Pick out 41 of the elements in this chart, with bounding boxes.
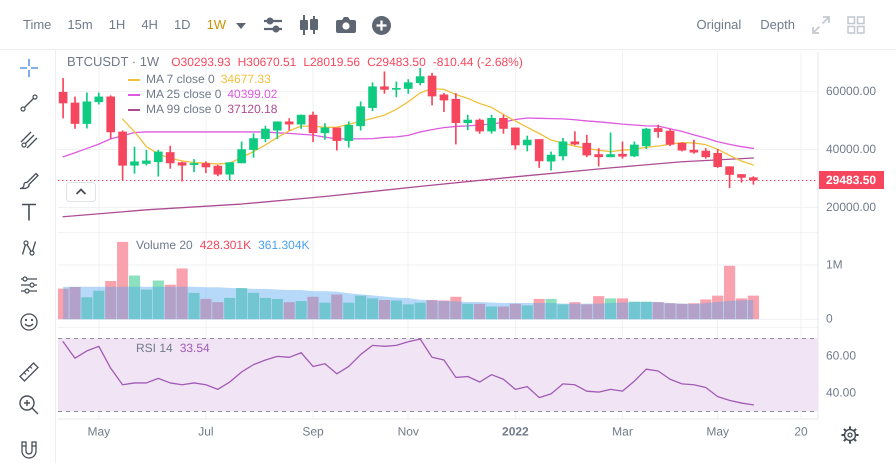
text: Original [696, 16, 742, 34]
annotation: C29483.50 [367, 55, 426, 70]
legend-label: MA 99 close 0 [146, 102, 222, 117]
legend-label: MA 25 close 0 [146, 87, 222, 102]
annotation: 428.301K [200, 238, 252, 253]
annotation: -810.44 (-2.68%) [432, 55, 523, 70]
legend-label: MA 7 close 0 [146, 72, 215, 87]
x-tick-label: May [87, 424, 110, 439]
y-tick-label: 0 [826, 312, 833, 326]
annotation: H30670.51 [238, 55, 296, 70]
x-tick-label: Nov [398, 424, 419, 439]
y-tick-label: 60000.00 [826, 84, 876, 98]
x-tick-label: Mar [612, 424, 633, 439]
x-tick-label: Jul [198, 424, 214, 439]
text: Time [23, 16, 52, 34]
text: 15m [67, 16, 93, 34]
annotation: 40399.02 [227, 87, 278, 102]
text: Depth [760, 16, 795, 34]
x-tick-label: 2022 [502, 424, 530, 439]
y-tick-label: 60.00 [826, 348, 856, 363]
x-tick-label: Sep [302, 424, 324, 439]
text: 1H [108, 16, 126, 34]
annotation: 33.54 [180, 341, 210, 356]
chart-title: BTCUSDT · 1W [67, 54, 160, 69]
text: 4H [141, 16, 158, 34]
x-tick-label: 20 [794, 424, 808, 439]
annotation: L28019.56 [303, 55, 360, 70]
text: RSI 14 [136, 341, 173, 356]
text: Volume 20 [136, 238, 193, 253]
text: 1D [174, 16, 191, 34]
annotation: 37120.18 [227, 102, 278, 117]
y-tick-label: 40000.00 [826, 142, 876, 156]
ref-line-label: 29483.50 [826, 172, 876, 187]
annotation: 361.304K [258, 238, 310, 253]
y-tick-label: 20000.00 [826, 200, 876, 214]
y-tick-label: 40.00 [826, 385, 856, 400]
annotation: 34677.33 [220, 72, 271, 87]
text: 1W [206, 16, 226, 34]
y-tick-label: 1M [826, 257, 843, 272]
annotation: O30293.93 [171, 55, 231, 70]
x-tick-label: May [706, 424, 730, 439]
